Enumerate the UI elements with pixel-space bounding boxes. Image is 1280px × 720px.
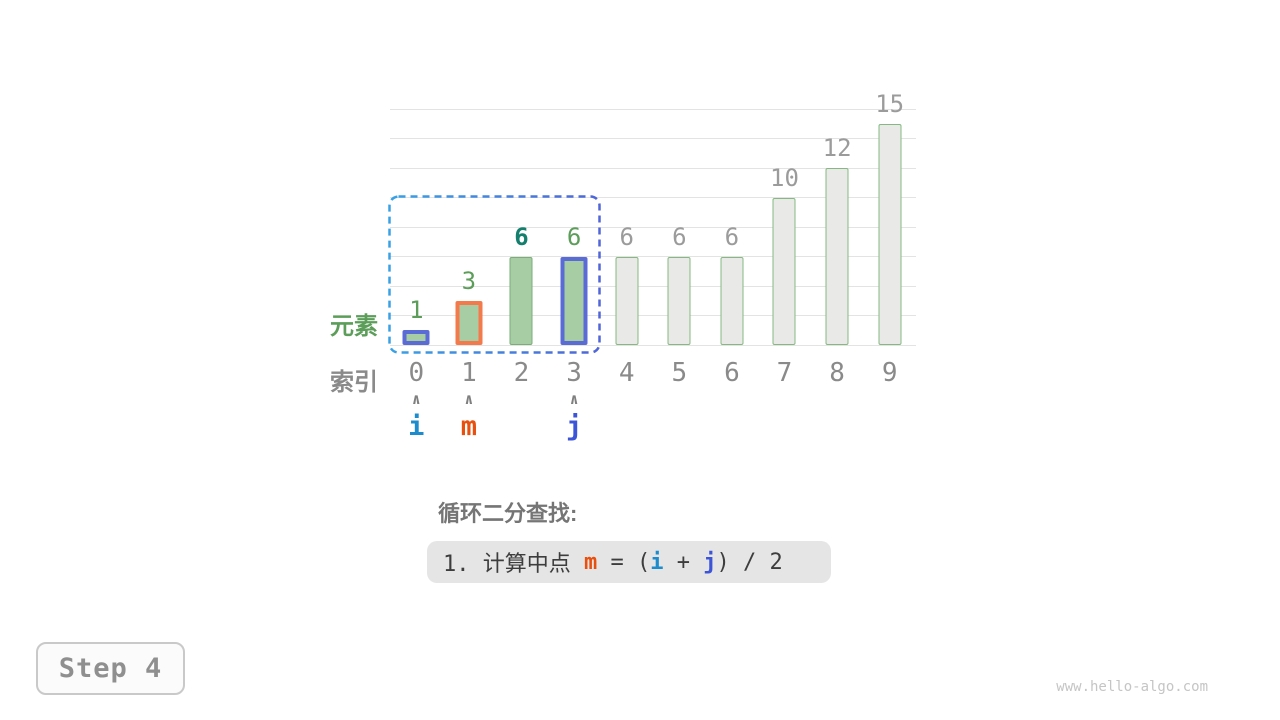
pointer-caret-icon: ∧ <box>411 390 421 408</box>
index-label: 2 <box>513 358 530 388</box>
pointer-label-i: i <box>408 411 425 442</box>
formula-text: = ( <box>597 549 651 575</box>
gridline <box>390 256 916 257</box>
gridline <box>390 108 916 110</box>
gridline <box>390 226 916 228</box>
index-label: 8 <box>829 358 845 388</box>
index-label: 4 <box>618 358 635 388</box>
bar-value-label: 15 <box>875 89 905 118</box>
formula-box: 1. 计算中点 m = (i + j) / 2 <box>427 541 831 583</box>
axis-label-element: 元素 <box>330 313 378 340</box>
bar-value-label: 6 <box>619 222 634 251</box>
index-label: 6 <box>724 358 740 388</box>
bar <box>615 256 639 345</box>
pointer-label-j: j <box>565 411 583 442</box>
bar-value-label: 12 <box>822 134 852 162</box>
search-range-box <box>388 195 601 354</box>
index-label: 9 <box>881 358 898 388</box>
gridline <box>390 315 916 316</box>
index-label: 7 <box>776 358 793 388</box>
caption-text: 循环二分查找: <box>438 501 578 526</box>
bar <box>720 256 744 345</box>
search-range-rect <box>388 195 601 354</box>
pointer-caret-icon: ∧ <box>569 390 579 408</box>
formula-text: ) / 2 <box>716 549 783 575</box>
gridline <box>390 167 916 169</box>
index-label: 1 <box>461 358 477 388</box>
pointer-caret-icon: ∧ <box>464 390 474 408</box>
formula-text: + <box>663 549 704 575</box>
index-label: 3 <box>566 358 582 388</box>
index-label: 5 <box>671 358 688 388</box>
gridline <box>390 138 916 139</box>
step-badge: Step 4 <box>36 642 185 695</box>
formula-var-i: i <box>650 549 664 575</box>
bar-value-label: 10 <box>770 163 799 192</box>
axis-label-index: 索引 <box>330 369 378 396</box>
formula-var-m: m <box>583 549 598 575</box>
formula-var-j: j <box>703 549 717 575</box>
gridline <box>390 285 916 287</box>
pointer-label-m: m <box>460 411 478 442</box>
formula-text: 1. 计算中点 <box>443 552 584 577</box>
bar-value-label: 6 <box>672 222 687 251</box>
bar <box>772 197 796 345</box>
gridline <box>390 197 916 198</box>
bar <box>667 256 691 345</box>
bar-value-label: 6 <box>724 222 740 251</box>
bar <box>878 123 902 345</box>
index-label: 0 <box>408 358 425 388</box>
gridline <box>390 344 916 346</box>
watermark: www.hello-algo.com <box>1056 679 1208 695</box>
